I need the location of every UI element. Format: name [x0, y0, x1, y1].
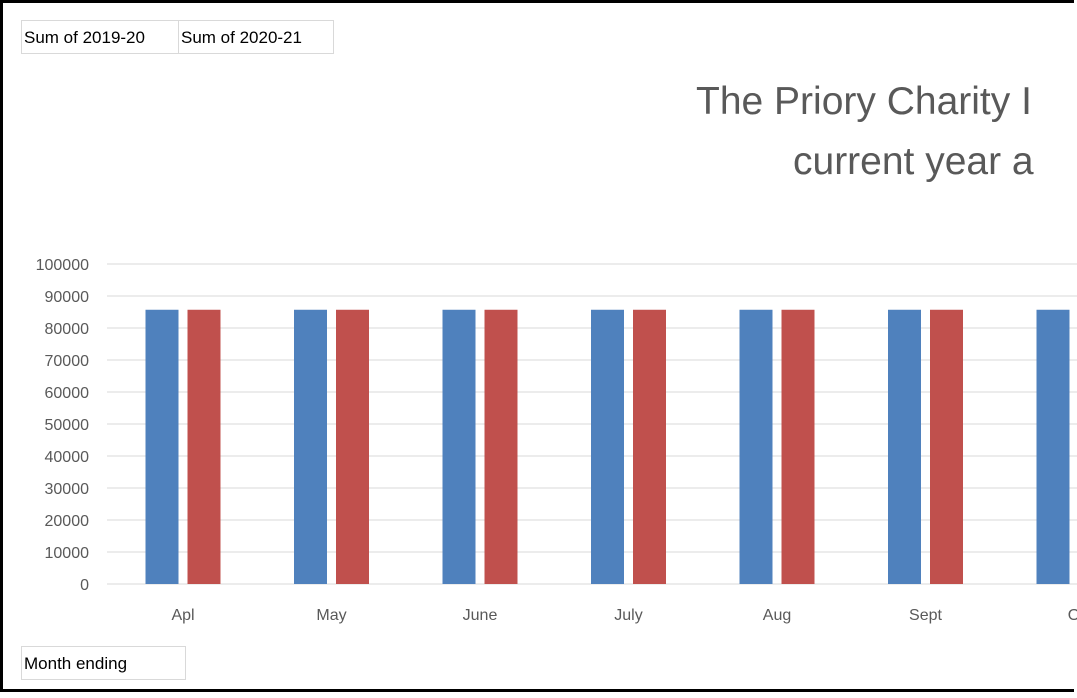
bar-2019-20-apl[interactable]	[145, 309, 179, 584]
bar-2019-20-o[interactable]	[1036, 309, 1070, 584]
chart-title-line-2: current year a	[793, 140, 1034, 183]
x-tick-label: June	[463, 607, 498, 624]
x-tick-label: Sept	[909, 607, 942, 624]
y-tick-label: 60000	[45, 385, 90, 402]
x-axis-ticks: Apl May June July Aug Sept O	[171, 607, 1077, 624]
legend-field-button-2020-21[interactable]: Sum of 2020-21	[178, 20, 334, 54]
y-axis-ticks: 0 10000 20000 30000 40000 50000 60000 70000 8000…	[36, 257, 89, 594]
x-tick-label: July	[614, 607, 642, 624]
y-tick-label: 0	[80, 577, 89, 594]
bar-2020-21-aug[interactable]	[781, 309, 815, 584]
y-tick-label: 80000	[45, 321, 90, 338]
axis-field-button-month-ending[interactable]: Month ending	[21, 646, 186, 680]
bar-2020-21-apl[interactable]	[187, 309, 221, 584]
bar-2019-20-may[interactable]	[294, 309, 327, 584]
y-tick-label: 70000	[45, 353, 90, 370]
y-tick-label: 50000	[45, 417, 90, 434]
bar-2020-21-july[interactable]	[633, 309, 666, 584]
x-tick-label: Aug	[763, 607, 791, 624]
bar-2019-20-june[interactable]	[442, 309, 476, 584]
y-tick-label: 100000	[36, 257, 89, 274]
bar-2020-21-june[interactable]	[484, 309, 518, 584]
bar-2019-20-july[interactable]	[591, 309, 624, 584]
bars	[145, 309, 1070, 584]
chart-title-line-1: The Priory Charity I	[696, 80, 1032, 123]
y-tick-label: 90000	[45, 289, 90, 306]
y-tick-label: 10000	[45, 545, 90, 562]
x-tick-label: May	[316, 607, 346, 624]
legend-field-button-2019-20[interactable]: Sum of 2019-20	[21, 20, 179, 54]
y-tick-label: 30000	[45, 481, 90, 498]
bar-2020-21-sept[interactable]	[930, 309, 963, 584]
bar-2019-20-sept[interactable]	[888, 309, 921, 584]
y-tick-label: 40000	[45, 449, 90, 466]
y-tick-label: 20000	[45, 513, 90, 530]
bar-2019-20-aug[interactable]	[739, 309, 773, 584]
bar-2020-21-may[interactable]	[336, 309, 369, 584]
x-tick-label: O	[1068, 607, 1077, 624]
x-tick-label: Apl	[171, 607, 194, 624]
